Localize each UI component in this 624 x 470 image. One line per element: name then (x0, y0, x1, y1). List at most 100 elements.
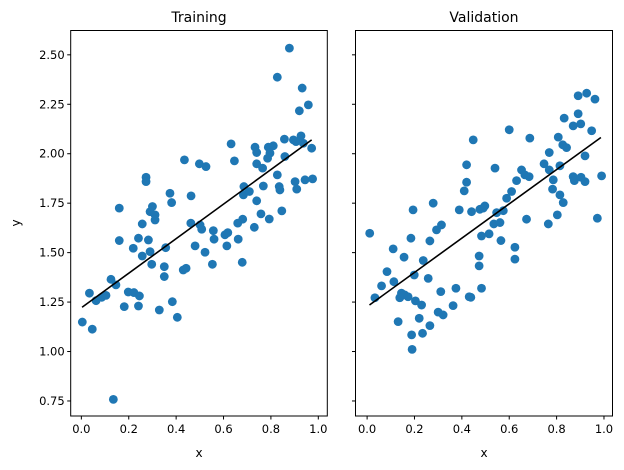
training-data-point (172, 312, 182, 322)
validation-data-point (425, 321, 435, 331)
training-data-point (233, 234, 243, 244)
training-data-point (150, 215, 160, 225)
validation-data-point (484, 229, 494, 239)
training-ytick-label: 2.25 (39, 97, 65, 111)
training-data-point (230, 156, 239, 166)
training-data-point (114, 203, 124, 213)
training-xtick-label: 1.0 (309, 422, 327, 436)
validation-data-point (464, 292, 474, 302)
training-data-point (180, 155, 189, 165)
training-panel: Training x y 0.0 0.2 0.4 0.6 0.8 1.0 0.75 1.00 1… (9, 10, 328, 460)
validation-data-point (377, 281, 386, 291)
training-data-point (252, 196, 262, 206)
training-data-point (200, 247, 210, 257)
training-data-point (87, 324, 97, 334)
training-data-point (119, 302, 129, 312)
validation-data-point (468, 135, 478, 145)
validation-data-point (562, 143, 571, 152)
validation-data-point (474, 261, 484, 271)
training-data-point (77, 317, 87, 327)
training-data-point (85, 288, 94, 298)
validation-data-point (582, 88, 592, 98)
validation-data-point (418, 256, 428, 265)
training-data-point (186, 218, 196, 228)
training-data-point (296, 131, 306, 141)
validation-data-point (524, 172, 534, 182)
training-ylabel: y (9, 219, 23, 226)
training-data-point (272, 170, 282, 180)
validation-data-point (555, 190, 565, 200)
validation-data-point (502, 193, 512, 203)
validation-data-point (590, 94, 600, 104)
training-data-point (264, 214, 274, 224)
validation-data-point (451, 283, 461, 293)
validation-data-point (409, 270, 419, 280)
training-data-point (226, 139, 236, 149)
training-data-point (308, 174, 318, 184)
validation-xtick-label: 0.4 (453, 422, 471, 436)
training-data-point (114, 236, 124, 245)
validation-data-point (414, 313, 424, 323)
training-data-point (258, 181, 268, 191)
validation-xtick-label: 0.6 (500, 422, 518, 436)
training-data-point (190, 241, 200, 251)
training-data-point (186, 191, 196, 201)
training-data-point (208, 226, 218, 236)
validation-fit-line (369, 136, 602, 306)
training-ytick-label: 1.25 (39, 295, 65, 309)
training-data-point (284, 43, 294, 53)
validation-data-point (490, 163, 500, 173)
validation-data-point (428, 198, 438, 208)
training-data-point (223, 228, 233, 238)
training-ytick-label: 1.00 (39, 345, 65, 359)
training-ytick-label: 0.75 (39, 394, 65, 408)
validation-data-point (407, 330, 417, 340)
training-data-point (297, 83, 307, 93)
training-data-point (108, 394, 118, 404)
training-data-point (263, 153, 272, 163)
validation-data-point (576, 119, 586, 129)
validation-data-point (417, 300, 426, 310)
training-data-point (128, 243, 138, 253)
validation-data-point (510, 242, 520, 252)
validation-panel: Validation x 0.0 0.2 0.4 0.6 0.8 1.0 (352, 10, 613, 460)
training-data-point (237, 257, 247, 267)
training-xtick-label: 0.4 (167, 422, 185, 436)
validation-data-point (559, 113, 569, 123)
training-data-point (167, 198, 177, 207)
validation-data-point (548, 175, 558, 185)
validation-data-point (478, 203, 488, 213)
training-data-point (298, 138, 308, 148)
training-ytick-label: 2.00 (39, 147, 65, 161)
validation-data-point (399, 252, 409, 262)
validation-data-point (495, 218, 505, 227)
validation-data-point (496, 236, 506, 245)
validation-xtick-label: 0.0 (358, 422, 376, 436)
training-ytick-label: 1.50 (39, 246, 65, 260)
training-data-point (307, 143, 317, 153)
training-data-point (244, 187, 254, 196)
validation-data-point (423, 273, 433, 283)
training-data-point (159, 262, 169, 272)
training-data-point (222, 241, 232, 251)
validation-data-point (411, 296, 420, 306)
validation-data-point (544, 165, 554, 175)
validation-data-point (587, 126, 597, 136)
training-data-point (137, 251, 147, 261)
validation-data-point (467, 207, 476, 217)
validation-data-point (597, 171, 606, 181)
validation-data-point (462, 177, 471, 187)
validation-data-point (393, 317, 403, 327)
training-fit-line (81, 139, 313, 308)
validation-axes-frame (355, 30, 613, 417)
validation-data-point (477, 231, 486, 241)
training-data-point (135, 291, 144, 301)
validation-data-point (504, 125, 514, 135)
validation-data-point (539, 159, 549, 169)
validation-data-point (525, 133, 535, 143)
training-data-point (290, 177, 300, 187)
training-data-point (268, 141, 278, 151)
validation-data-point (459, 186, 469, 196)
training-data-point (207, 259, 217, 269)
